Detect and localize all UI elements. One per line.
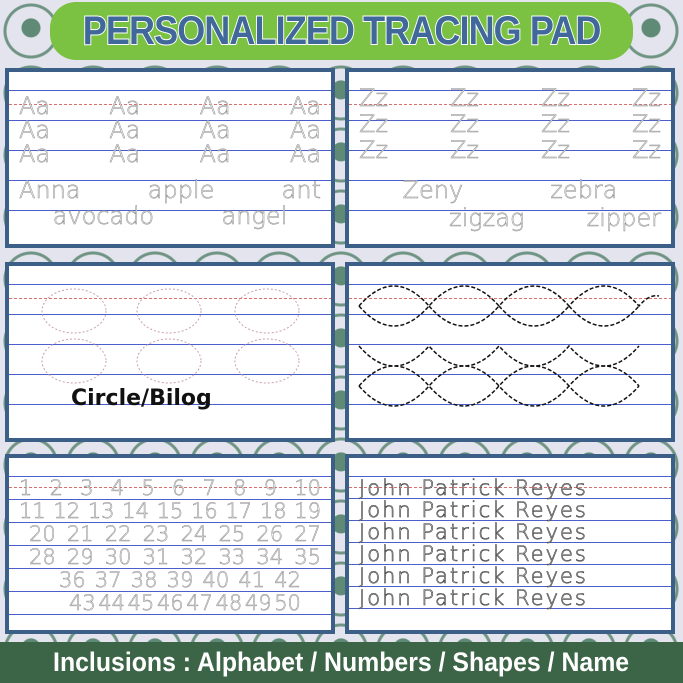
number: 22	[104, 522, 132, 546]
letter-row: Zz Zz Zz Zz	[359, 84, 662, 112]
number: 34	[256, 545, 284, 569]
name-row: John Patrick Reyes	[359, 520, 588, 544]
page-title: PERSONALIZED TRACING PAD	[82, 8, 602, 54]
panel-waves	[345, 262, 675, 442]
panel-circle: Circle/Bilog	[5, 262, 335, 442]
word-row: avocado angel	[52, 202, 288, 230]
number: 12	[53, 499, 81, 523]
number: 2	[49, 476, 63, 500]
number: 20	[29, 522, 56, 546]
number: 4	[110, 476, 125, 500]
number: 38	[130, 568, 158, 592]
number: 25	[218, 522, 246, 546]
inclusions-text: Inclusions : Alphabet / Numbers / Shapes…	[53, 647, 630, 677]
panel-name: John Patrick Reyes John Patrick Reyes John…	[345, 454, 675, 634]
number: 33	[218, 545, 246, 569]
number: 42	[274, 568, 301, 592]
number: 28	[29, 545, 56, 569]
ruled-lines	[349, 90, 671, 234]
name-row: John Patrick Reyes	[359, 564, 588, 588]
number: 30	[104, 545, 132, 569]
number: 36	[59, 568, 86, 592]
number: 10	[294, 476, 321, 500]
letter-row: Aa Aa Aa Aa	[19, 116, 321, 144]
number: 35	[294, 545, 321, 569]
word-row: Anna apple ant	[19, 176, 321, 204]
letter-row: Zz Zz Zz Zz	[359, 110, 662, 138]
number: 40	[202, 568, 230, 592]
number-row: 28 29 30 31 32 33 34 35	[29, 545, 321, 569]
ruled-lines	[9, 476, 331, 620]
number: 32	[180, 545, 208, 569]
number: 39	[166, 568, 194, 592]
number: 50	[274, 591, 301, 615]
word-row: Zeny zebra	[402, 176, 618, 204]
number: 19	[294, 499, 321, 523]
number: 23	[142, 522, 170, 546]
number: 24	[180, 522, 208, 546]
number: 48	[215, 591, 243, 615]
number: 49	[244, 591, 272, 615]
title-banner: PERSONALIZED TRACING PAD	[50, 2, 633, 60]
number: 15	[156, 499, 184, 523]
number-row: 20 21 22 23 24 25 26 27	[29, 522, 321, 546]
number: 41	[238, 568, 266, 592]
footer-banner: Inclusions : Alphabet / Numbers / Shapes…	[0, 642, 683, 683]
number-row: 36 37 38 39 40 41 42	[59, 568, 301, 592]
number: 44	[98, 591, 126, 615]
number: 5	[141, 476, 155, 500]
number: 7	[202, 476, 216, 500]
number: 43	[69, 591, 96, 615]
number: 26	[256, 522, 284, 546]
number: 16	[191, 499, 218, 523]
panel-numbers: 1 2 3 4 5 6 7 8 9 10 11 12 13 14 15 16 17 18 19 20 21 22 23 24 2…	[5, 454, 335, 634]
number-row: 11 12 13 14 15 16 17 18 19	[19, 499, 321, 523]
number: 17	[225, 499, 253, 523]
number: 46	[156, 591, 184, 615]
number: 11	[19, 499, 46, 523]
number: 14	[122, 499, 149, 523]
letter-row: Aa Aa Aa Aa	[19, 140, 321, 168]
number: 27	[294, 522, 321, 546]
letter-row: Aa Aa Aa Aa	[19, 92, 321, 120]
wave-tracing-shapes	[358, 285, 660, 407]
number-row: 1 2 3 4 5 6 7 8 9 10	[19, 476, 321, 500]
circle-label: Circle/Bilog	[71, 386, 212, 411]
number: 3	[80, 476, 94, 500]
number: 47	[186, 591, 213, 615]
panel-alphabet-a: Aa Aa Aa Aa Aa Aa Aa Aa Aa Aa Aa Aa Anna apple ant …	[5, 68, 335, 248]
number: 18	[259, 499, 287, 523]
number: 45	[127, 591, 155, 615]
number: 1	[19, 476, 33, 500]
panel-alphabet-z: Zz Zz Zz Zz Zz Zz Zz Zz Zz Zz Zz Zz Zeny zebra zig…	[345, 68, 675, 248]
circle-tracing-shapes	[41, 288, 300, 384]
number: 21	[66, 522, 94, 546]
name-row: John Patrick Reyes	[359, 586, 588, 610]
ruled-lines	[9, 90, 331, 234]
ruled-lines	[349, 476, 671, 620]
number: 37	[94, 568, 122, 592]
number: 13	[87, 499, 115, 523]
name-row: John Patrick Reyes	[359, 542, 588, 566]
number: 31	[142, 545, 170, 569]
ruled-lines	[9, 284, 331, 428]
number: 9	[263, 476, 277, 500]
number: 29	[66, 545, 94, 569]
number-row: 43 44 45 46 47 48 49 50	[69, 591, 301, 615]
number: 8	[233, 476, 247, 500]
word-row: zigzag zipper	[449, 204, 662, 232]
number: 6	[171, 476, 186, 500]
letter-row: Zz Zz Zz Zz	[359, 136, 662, 164]
name-row: John Patrick Reyes	[359, 498, 588, 522]
name-row: John Patrick Reyes	[359, 476, 588, 500]
